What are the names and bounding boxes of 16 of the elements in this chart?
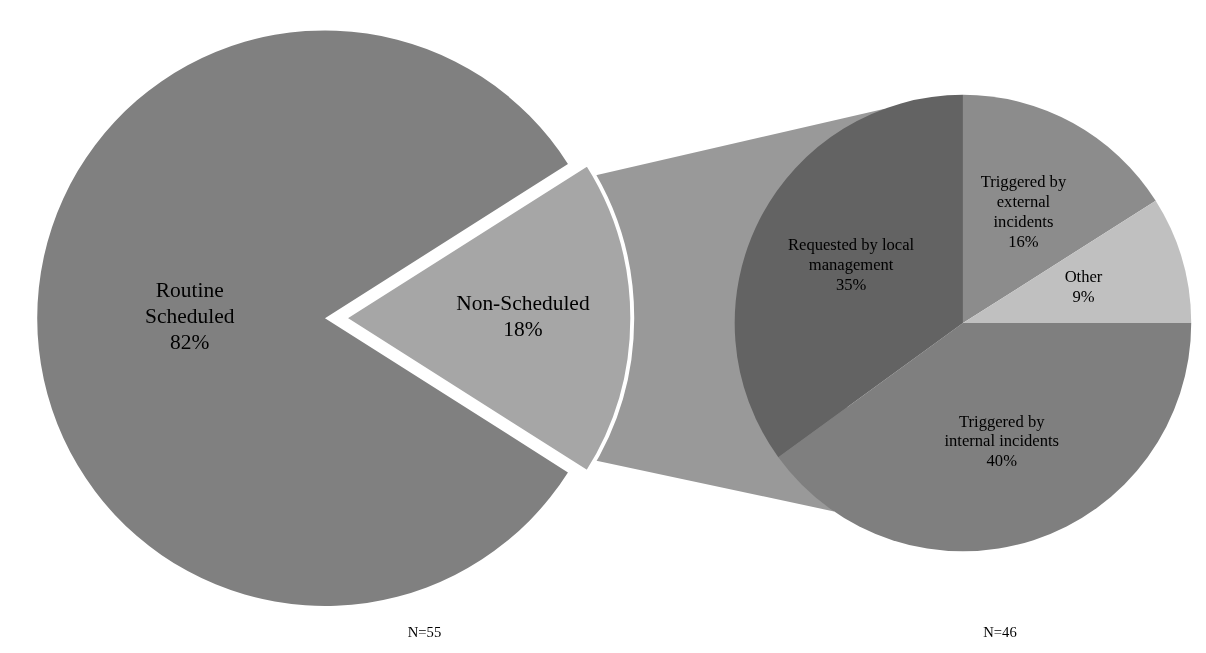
slice-label: Triggered by external incidents <box>980 172 1067 231</box>
data-label: 9% <box>1072 286 1095 306</box>
data-label: 40% <box>986 451 1018 471</box>
slice-label: Routine Scheduled <box>145 278 235 329</box>
data-label: 18% <box>503 317 543 342</box>
data-label: 82% <box>170 329 210 354</box>
text: N=46 <box>983 624 1017 641</box>
slice-label: Non-Scheduled <box>456 291 590 316</box>
text: N=55 <box>407 624 442 641</box>
slice-label: Requested by local management <box>788 235 915 274</box>
slice-label: Other <box>1064 266 1103 286</box>
data-label: 35% <box>835 274 867 294</box>
pie-slice <box>778 323 1192 551</box>
slice-label: Triggered by internal incidents <box>944 411 1060 451</box>
pie-slice <box>962 94 1156 324</box>
data-label: 16% <box>1008 231 1039 251</box>
